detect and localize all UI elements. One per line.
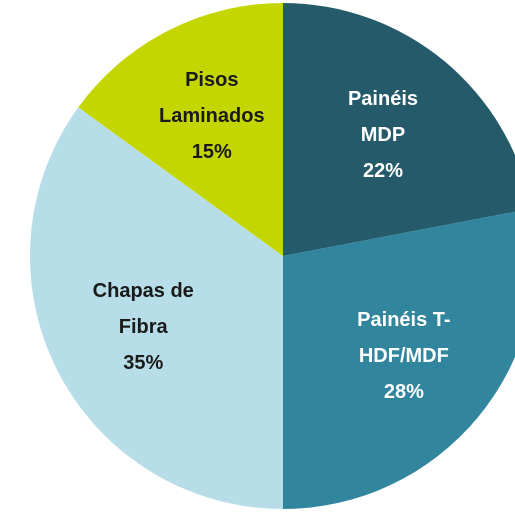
pie-slice (29, 107, 284, 509)
value-label: 35% (123, 352, 164, 375)
category-label: Chapas de Fibra (92, 280, 194, 339)
pie-slice (283, 211, 515, 509)
slice-label: Painéis T-HDF/MDF 28% (348, 302, 460, 410)
slice-label: Pisos Laminados 15% (156, 62, 268, 170)
value-label: 22% (362, 160, 403, 183)
pie-slice (283, 3, 515, 256)
category-label: Painéis T-HDF/MDF (357, 308, 451, 367)
value-label: 28% (383, 380, 424, 403)
category-label: Pisos Laminados (158, 69, 265, 128)
value-label: 15% (191, 141, 232, 164)
pie-slice (78, 3, 284, 256)
slice-label: Chapas de Fibra 35% (87, 273, 199, 381)
category-label: Painéis MDP (347, 88, 418, 147)
slice-label: Painéis MDP 22% (327, 81, 439, 189)
